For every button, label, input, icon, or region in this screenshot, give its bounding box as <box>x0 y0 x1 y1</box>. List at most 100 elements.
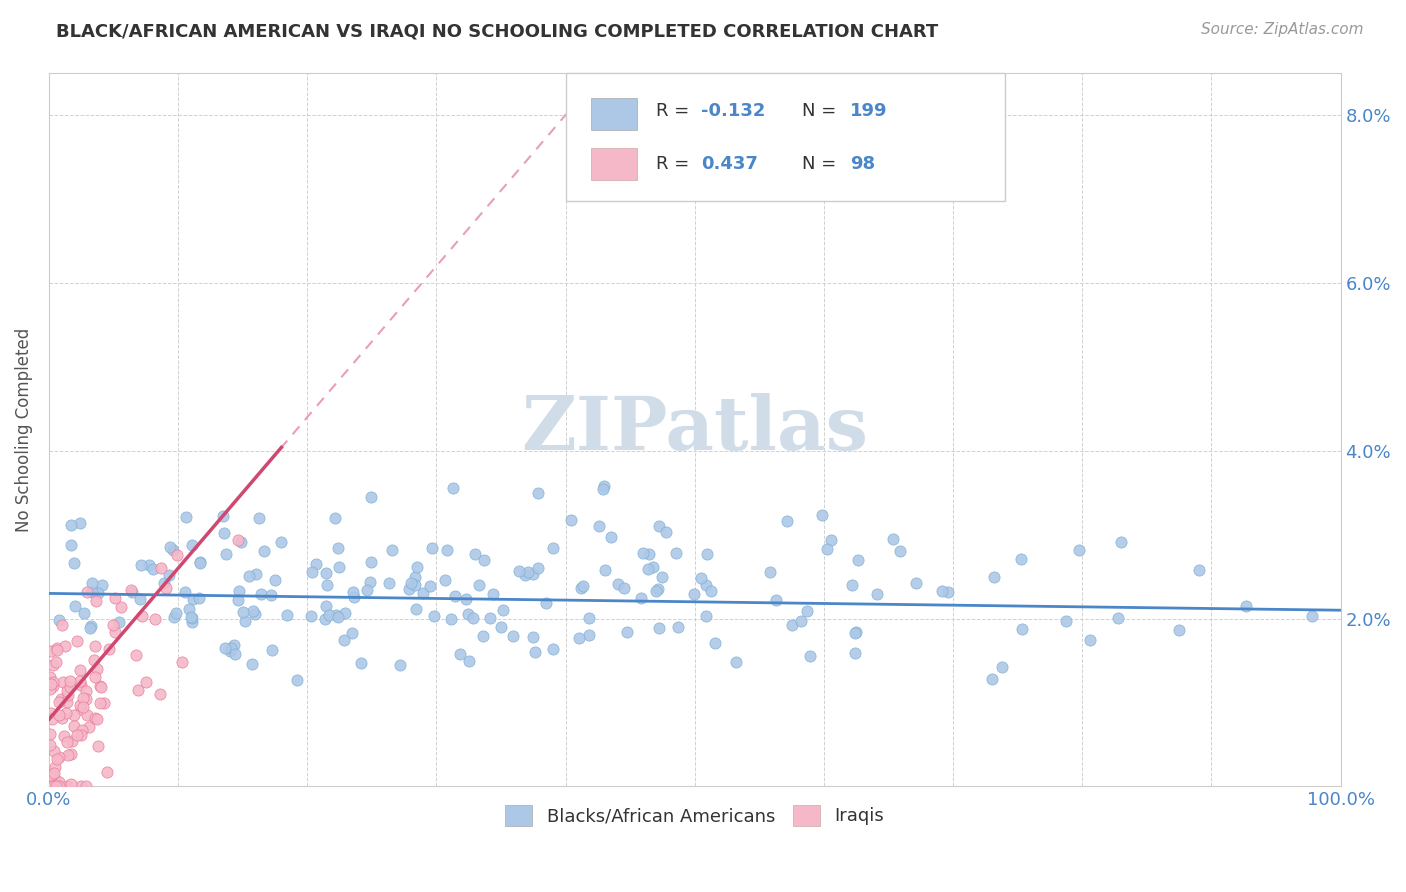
Point <box>149 687 172 701</box>
Point <box>63 708 86 723</box>
Point <box>59 538 82 552</box>
Text: BLACK/AFRICAN AMERICAN VS IRAQI NO SCHOOLING COMPLETED CORRELATION CHART: BLACK/AFRICAN AMERICAN VS IRAQI NO SCHOO… <box>56 22 938 40</box>
Point <box>304 557 326 571</box>
Point <box>138 558 160 573</box>
Point <box>70 779 93 793</box>
Point <box>440 611 463 625</box>
Point <box>578 628 600 642</box>
Point <box>983 570 1005 584</box>
Point <box>464 547 486 561</box>
Point <box>644 583 666 598</box>
Point <box>55 684 77 698</box>
Point <box>75 684 97 698</box>
Point <box>399 575 422 590</box>
Point <box>522 631 544 645</box>
Point <box>59 681 82 695</box>
Point <box>75 779 97 793</box>
Point <box>82 585 104 599</box>
Point <box>315 599 337 613</box>
Point <box>131 608 153 623</box>
Point <box>72 699 94 714</box>
Text: N =: N = <box>801 154 842 172</box>
Point <box>93 696 115 710</box>
Point <box>129 592 152 607</box>
Point <box>229 534 252 549</box>
Point <box>55 706 77 721</box>
Point <box>84 639 107 653</box>
Point <box>39 644 62 658</box>
Point <box>350 656 373 670</box>
Point <box>799 648 821 663</box>
Point <box>648 519 671 533</box>
Point <box>84 670 107 684</box>
Point <box>70 723 93 738</box>
Point <box>98 642 121 657</box>
Point <box>599 530 621 544</box>
Point <box>318 608 340 623</box>
Point <box>866 587 889 601</box>
Point <box>568 632 591 646</box>
Point <box>56 695 79 709</box>
Point <box>249 587 271 601</box>
Point <box>39 681 62 696</box>
Point <box>214 640 236 655</box>
Point <box>42 779 65 793</box>
Point <box>179 601 201 615</box>
Point <box>606 577 628 591</box>
Point <box>449 647 471 661</box>
Point <box>359 574 381 589</box>
Point <box>233 614 256 628</box>
Point <box>52 674 75 689</box>
Point <box>508 564 530 578</box>
Point <box>232 605 254 619</box>
Point <box>441 482 464 496</box>
Point <box>72 691 94 706</box>
Point <box>980 672 1002 686</box>
Point <box>1067 542 1090 557</box>
Point <box>52 729 75 743</box>
Point <box>315 577 337 591</box>
Point <box>86 594 108 608</box>
FancyBboxPatch shape <box>565 73 1005 202</box>
Point <box>328 560 350 574</box>
Point <box>285 673 308 687</box>
Point <box>41 712 63 726</box>
Point <box>643 560 665 574</box>
Point <box>66 728 89 742</box>
Point <box>51 618 73 632</box>
Point <box>238 568 260 582</box>
Point <box>637 548 659 562</box>
Point <box>904 576 927 591</box>
Point <box>224 647 246 661</box>
Point <box>541 541 564 555</box>
Point <box>96 765 118 780</box>
Point <box>522 566 544 581</box>
Point <box>444 589 467 603</box>
Point <box>588 519 610 533</box>
Point <box>70 702 93 716</box>
Point <box>53 639 76 653</box>
Point <box>41 768 63 782</box>
Point <box>560 513 582 527</box>
Point <box>335 606 357 620</box>
Point <box>683 586 706 600</box>
Point <box>89 679 111 693</box>
Point <box>180 611 202 625</box>
Point <box>846 553 869 567</box>
Point <box>218 643 240 657</box>
Point <box>83 653 105 667</box>
Point <box>103 617 125 632</box>
Point <box>1010 551 1032 566</box>
Point <box>593 563 616 577</box>
Point <box>129 558 152 572</box>
Point <box>69 663 91 677</box>
Point <box>524 644 547 658</box>
Point <box>87 739 110 753</box>
Point <box>104 624 127 639</box>
Point <box>51 711 73 725</box>
Point <box>845 625 868 640</box>
Point <box>796 604 818 618</box>
Point <box>226 533 249 547</box>
Point <box>59 673 82 688</box>
Point <box>226 592 249 607</box>
